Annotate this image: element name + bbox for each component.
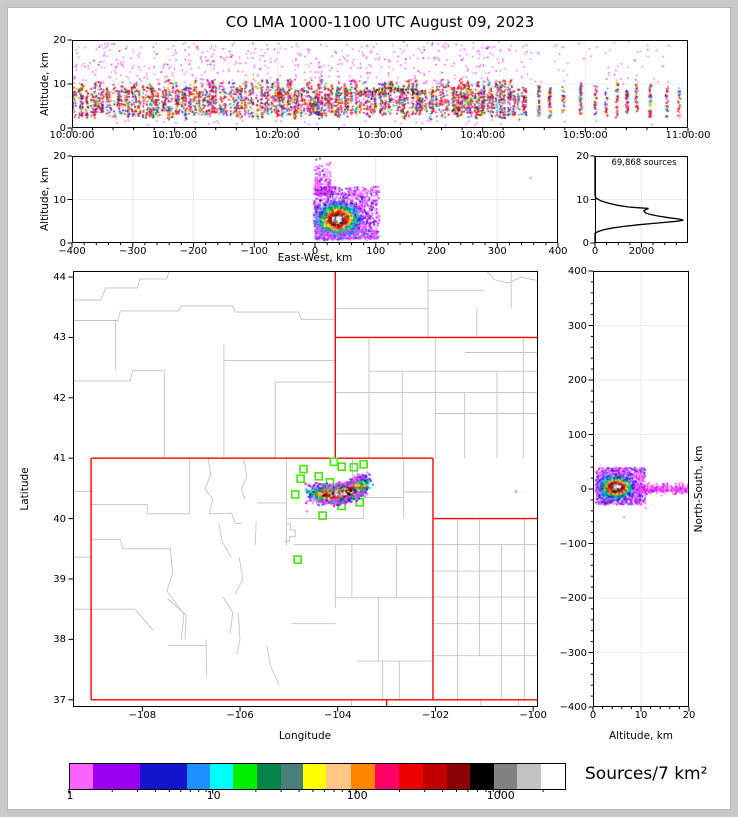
tick-label: 10:40:00 [460,130,506,141]
colorbar-label: Sources/7 km² [585,764,708,784]
tick-label: −100 [240,246,268,257]
tick-label: 38 [53,634,66,646]
tick-label: −100 [559,538,587,550]
tick-label: 43 [53,332,66,344]
tick-label: 20 [682,710,696,721]
tick-label: 100 [567,429,587,441]
tick-label: −400 [559,702,587,713]
colorbar-segment [375,764,400,789]
east-west-height-scatter-canvas [72,156,558,243]
tick-label: 20 [53,35,66,46]
tick-label: −200 [179,246,208,257]
colorbar-segment [540,764,565,789]
tick-label: 100 [346,789,368,802]
tick-label: 10:20:00 [254,130,300,141]
north-south-height-scatter-canvas [593,271,689,707]
tick-label: 37 [53,694,66,706]
tick-label: 39 [53,573,66,585]
tick-label: 1000 [486,789,515,802]
tick-label: 10 [206,789,221,802]
tick-label: −104 [324,710,352,721]
tick-label: 0 [59,238,66,249]
tick-label: 0 [582,238,589,249]
tick-label: −108 [128,710,157,721]
colorbar-segment [93,764,140,789]
tick-label: 20 [576,151,589,162]
tick-label: 300 [487,246,507,257]
colorbar-segment [232,764,257,789]
density-colorbar [69,763,566,790]
tick-label: 0 [591,246,599,257]
map-xlabel: Longitude [278,730,332,742]
colorbar-segment [187,764,210,789]
tick-label: 0 [580,484,587,495]
tick-label: 200 [426,246,447,257]
tick-label: 1 [66,789,74,802]
ew-height-xlabel: East-West, km [277,252,353,264]
map-ylabel: Latitude [19,467,31,511]
tick-label: −100 [519,710,547,721]
tick-label: −200 [559,593,587,604]
tick-label: −106 [226,710,254,721]
colorbar-segment [70,764,94,789]
colorbar-segment [303,764,327,789]
colorbar-segment [494,764,517,789]
source-count-annotation: 69,868 sources [611,158,677,168]
tick-label: 400 [567,266,587,277]
tick-label: 20 [53,151,66,162]
colorbar-segment [470,764,495,789]
tick-label: 10 [634,710,648,721]
colorbar-segment [256,764,281,789]
tick-label: 41 [53,453,66,465]
colorbar-segment [516,764,541,789]
tick-label: 100 [366,246,386,257]
tick-label: 10 [576,194,589,206]
colorbar-segment [399,764,424,789]
colorbar-segment [139,764,188,789]
ns-height-xlabel: Altitude, km [608,730,674,742]
tick-label: 2000 [628,246,655,257]
tick-label: 10:00:00 [49,130,95,141]
ns-height-ylabel: North-South, km [693,445,705,533]
tick-label: 0 [59,123,66,134]
tick-label: −102 [421,710,450,721]
time-height-ylabel: Altitude, km [39,51,51,117]
tick-label: 10:50:00 [562,130,608,141]
tick-label: 400 [548,246,568,257]
figure-title: CO LMA 1000-1100 UTC August 09, 2023 [225,13,535,31]
tick-label: 11:00:00 [665,130,711,141]
tick-label: 10:10:00 [152,130,198,141]
colorbar-segment [326,764,352,789]
colorbar-segment [280,764,304,789]
tick-label: 300 [567,320,587,332]
tick-label: −300 [119,246,147,257]
tick-label: −300 [559,647,587,659]
tick-label: −400 [58,246,86,257]
tick-label: 42 [53,392,66,404]
colorbar-segment [351,764,376,789]
altitude-histogram-curve [594,156,684,243]
map-flash-cluster-canvas [73,271,538,707]
tick-label: 10:30:00 [357,130,403,141]
ew-height-ylabel: Altitude, km [39,166,51,232]
colorbar-segment [423,764,448,789]
colorbar-segment [447,764,471,789]
tick-label: 10 [53,79,66,90]
tick-label: 0 [311,246,319,257]
tick-label: 200 [567,375,587,386]
colorbar-segment [209,764,233,789]
tick-label: 40 [53,513,66,525]
time-height-scatter-canvas [72,40,688,128]
tick-label: 44 [53,272,66,284]
tick-label: 10 [53,194,66,206]
tick-label: 0 [589,710,597,721]
